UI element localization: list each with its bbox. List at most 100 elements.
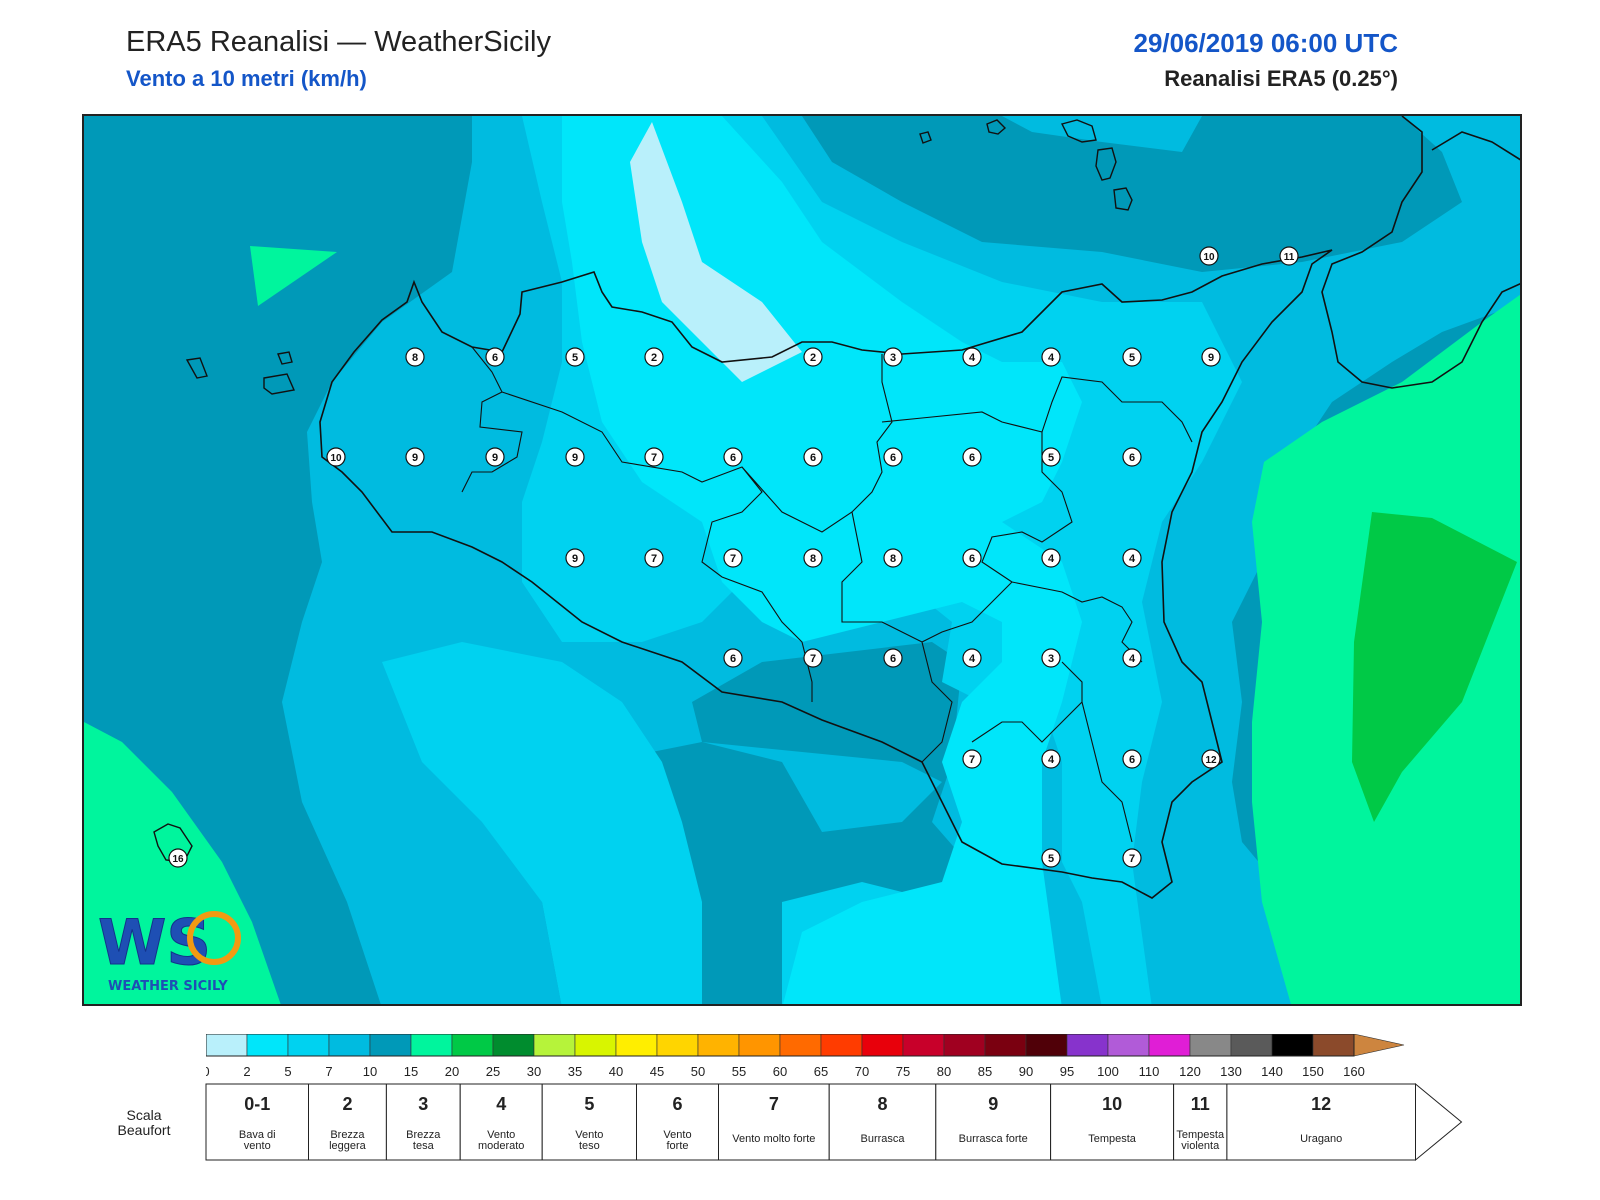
wind-value-text: 4 <box>1048 553 1055 565</box>
beaufort-name: Brezza tesa <box>406 1129 441 1152</box>
logo-letters: WS <box>98 906 211 979</box>
wind-value-text: 4 <box>1048 352 1055 364</box>
wind-value-text: 3 <box>890 352 896 364</box>
colorbar-swatch <box>820 1034 863 1057</box>
beaufort-number: 11 <box>1191 1094 1210 1114</box>
province-borders <box>461 346 1193 843</box>
wind-value-marker <box>1279 246 1299 266</box>
wind-value-text: 10 <box>330 453 342 464</box>
map-title: ERA5 Reanalisi — WeatherSicily <box>126 26 551 58</box>
wind-value-text: 6 <box>969 553 975 565</box>
wind-value-marker <box>723 548 743 568</box>
beaufort-number: 3 <box>418 1094 428 1114</box>
wind-value-marker <box>1122 447 1142 467</box>
colorbar-tick-label: 15 <box>404 1064 418 1079</box>
beaufort-cell-box <box>1050 1083 1175 1161</box>
colorbar-arrow <box>1353 1034 1405 1057</box>
wind-speed-colorbar: 0257101520253035404550556065707580859095… <box>206 1034 1405 1079</box>
beaufort-number: 9 <box>988 1094 998 1114</box>
weathersicily-logo: WS WEATHER SICILY <box>98 906 241 994</box>
colorbar-swatch <box>656 1034 699 1057</box>
wind-field-band-0-2 <box>630 122 802 382</box>
wind-value-text: 7 <box>1129 853 1135 865</box>
colorbar-tick-label: 55 <box>732 1064 746 1079</box>
colorbar-swatch <box>410 1034 453 1057</box>
colorbar-swatch <box>738 1034 781 1057</box>
beaufort-number: 4 <box>496 1094 506 1114</box>
wind-value-label: 6 <box>883 648 903 668</box>
wind-value-marker <box>723 648 743 668</box>
wind-value-marker <box>803 648 823 668</box>
wind-value-text: 5 <box>572 352 578 364</box>
colorbar-swatches <box>206 1034 1405 1057</box>
wind-value-label: 4 <box>1041 548 1061 568</box>
wind-value-text: 9 <box>572 553 578 565</box>
wind-value-text: 5 <box>1129 352 1135 364</box>
colorbar-swatch <box>984 1034 1027 1057</box>
wind-value-text: 6 <box>1129 452 1135 464</box>
map-source: Reanalisi ERA5 (0.25°) <box>1164 66 1398 91</box>
beaufort-cell-box <box>308 1083 387 1161</box>
colorbar-tick-label: 65 <box>814 1064 828 1079</box>
colorbar-swatch <box>1312 1034 1355 1057</box>
colorbar-tick-label: 25 <box>486 1064 500 1079</box>
wind-value-marker <box>723 447 743 467</box>
wind-value-label: 5 <box>1041 447 1061 467</box>
beaufort-cell: 12 Uragano <box>1226 1083 1417 1161</box>
wind-value-marker <box>803 447 823 467</box>
colorbar-swatch <box>943 1034 986 1057</box>
beaufort-number: 5 <box>584 1094 594 1114</box>
wind-value-label: 2 <box>644 347 664 367</box>
colorbar-swatch <box>574 1034 617 1057</box>
colorbar-swatch <box>861 1034 904 1057</box>
wind-value-marker <box>1201 749 1221 769</box>
colorbar-tick-label: 75 <box>896 1064 910 1079</box>
wind-map: 10 11 8 6 5 2 2 3 4 4 5 9 10 9 9 9 7 6 6 6 6 5 6 9 7 7 8 8 6 4 4 6 7 6 4 3 4… <box>82 114 1522 1006</box>
beaufort-name: Tempesta violenta <box>1176 1129 1225 1152</box>
beaufort-cell-box <box>636 1083 719 1161</box>
wind-value-text: 11 <box>1284 252 1295 263</box>
colorbar-tick-label: 80 <box>937 1064 951 1079</box>
wind-value-label: 4 <box>962 648 982 668</box>
colorbar-tick-label: 40 <box>609 1064 623 1079</box>
wind-value-label: 11 <box>1279 246 1299 266</box>
wind-value-marker <box>883 347 903 367</box>
wind-value-marker <box>1041 347 1061 367</box>
beaufort-name: Vento moderato <box>478 1129 524 1152</box>
wind-value-text: 4 <box>969 352 976 364</box>
wind-value-marker <box>565 548 585 568</box>
colorbar-swatch <box>451 1034 494 1057</box>
island-egadi <box>185 351 295 395</box>
wind-value-label: 8 <box>803 548 823 568</box>
wind-value-text: 2 <box>810 352 816 364</box>
wind-value-text: 4 <box>1048 754 1055 766</box>
colorbar-tick-label: 120 <box>1179 1064 1201 1079</box>
colorbar-tick-label: 90 <box>1019 1064 1033 1079</box>
colorbar-tick-label: 85 <box>978 1064 992 1079</box>
colorbar-tick-label: 50 <box>691 1064 705 1079</box>
colorbar-swatch <box>1271 1034 1314 1057</box>
beaufort-cell: 3 Brezza tesa <box>385 1083 461 1161</box>
wind-value-text: 7 <box>730 553 736 565</box>
wind-value-label: 6 <box>485 347 505 367</box>
wind-value-label: 7 <box>644 548 664 568</box>
colorbar-swatch <box>615 1034 658 1057</box>
wind-value-marker <box>1199 246 1219 266</box>
wind-value-label: 5 <box>565 347 585 367</box>
logo-text: WEATHER SICILY <box>108 979 228 994</box>
beaufort-cell: 8 Burrasca <box>828 1083 937 1161</box>
wind-field-band-15-20-northwest <box>250 246 337 306</box>
colorbar-swatch <box>1189 1034 1232 1057</box>
colorbar-tick-label: 20 <box>445 1064 459 1079</box>
colorbar-tick-label: 10 <box>363 1064 377 1079</box>
wind-value-label: 6 <box>723 447 743 467</box>
sicily-coastline <box>319 249 1333 899</box>
wind-value-marker <box>962 447 982 467</box>
wind-value-text: 5 <box>1048 853 1054 865</box>
beaufort-cell-box <box>205 1083 309 1161</box>
wind-value-label: 7 <box>1122 848 1142 868</box>
colorbar-swatch <box>533 1034 576 1057</box>
beaufort-name: Vento teso <box>575 1129 603 1152</box>
colorbar-tick-label: 7 <box>325 1064 332 1079</box>
